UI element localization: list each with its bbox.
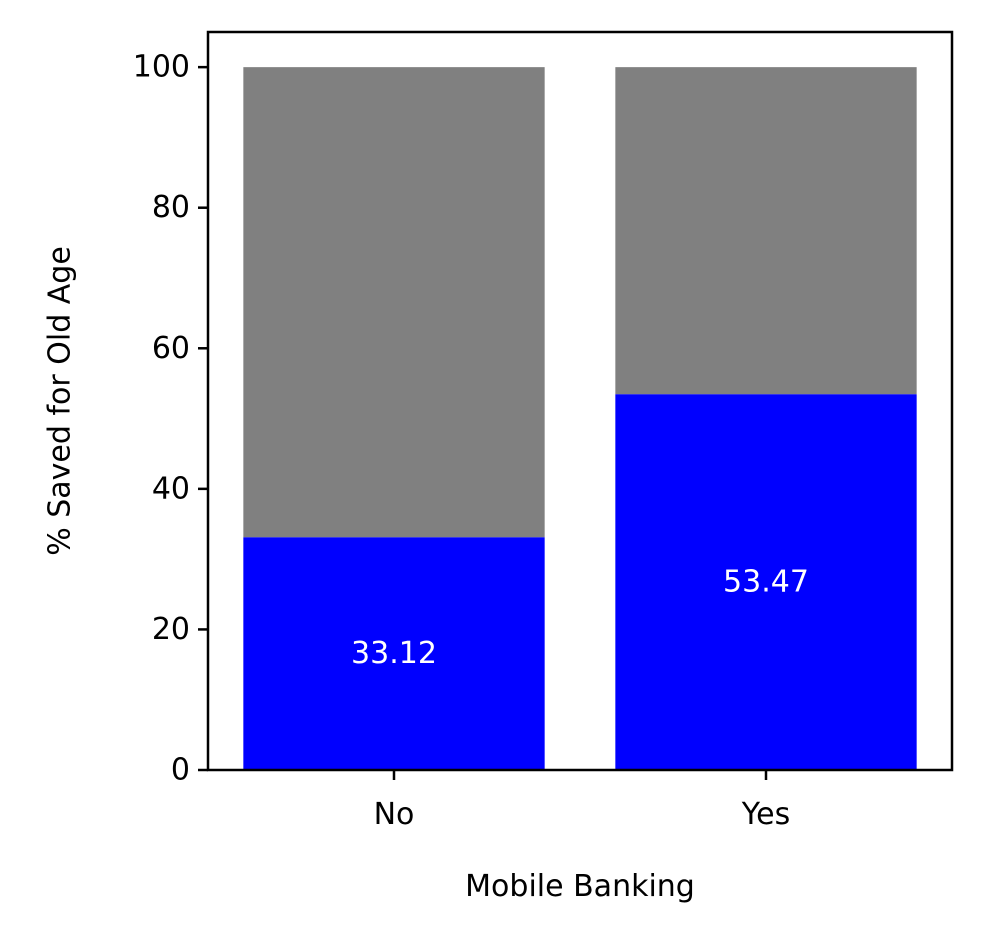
y-axis-title: % Saved for Old Age	[43, 246, 78, 556]
x-tick-label-yes: Yes	[741, 797, 790, 832]
y-tick-label: 20	[152, 612, 190, 647]
data-label-yes: 53.47	[723, 565, 809, 600]
bar-no-segment-1	[243, 67, 545, 538]
y-axis: 0 20 40 60 80 100	[133, 50, 208, 788]
x-axis-title: Mobile Banking	[465, 869, 695, 904]
y-tick-label: 80	[152, 190, 190, 225]
bar-yes-segment-0	[615, 394, 917, 770]
data-label-no: 33.12	[351, 636, 437, 671]
plot-frame	[206, 30, 954, 772]
x-tick-label-no: No	[374, 797, 415, 832]
bar-yes-segment-1	[615, 67, 917, 395]
data-labels-group: 33.12 53.47	[351, 565, 809, 672]
y-tick-label: 60	[152, 331, 190, 366]
y-tick-label: 0	[171, 753, 190, 788]
y-tick-label: 40	[152, 471, 190, 506]
bars-group	[243, 67, 917, 770]
x-axis: No Yes	[374, 770, 790, 832]
y-tick-label: 100	[133, 50, 190, 85]
bar-no-segment-0	[243, 537, 545, 770]
